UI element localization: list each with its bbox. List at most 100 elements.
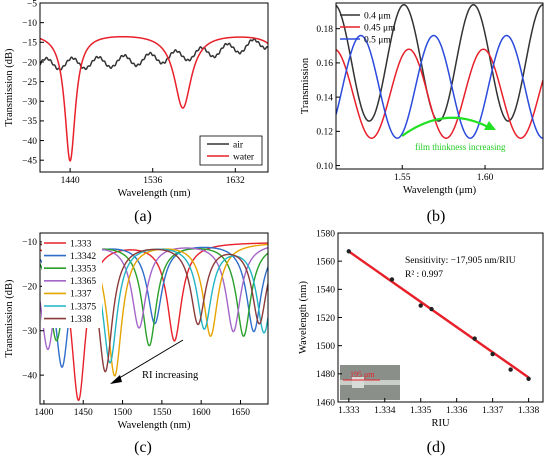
data-point: [526, 376, 531, 381]
x-axis-label: Wavelength (nm): [118, 420, 191, 431]
plot-area: [346, 249, 531, 381]
y-tick-label: 0.14: [316, 93, 333, 103]
data-point: [418, 303, 423, 308]
y-tick-label: 1560: [316, 257, 335, 267]
x-tick-label: 1440: [61, 176, 80, 186]
x-tick-label: 1600: [192, 408, 211, 418]
legend: 0.4 μm 0.45 μm 0.5 μm: [340, 11, 396, 45]
legend-background: [42, 236, 102, 328]
x-tick-label: 1536: [143, 176, 162, 186]
caption-c: (c): [134, 439, 152, 456]
plot-frame: [335, 2, 544, 170]
y-tick-label: −40: [22, 371, 37, 381]
x-tick-label: 1.333: [338, 406, 360, 416]
y-tick-label: −5: [27, 0, 37, 9]
x-tick-label: 1.334: [374, 406, 396, 416]
arrow-curve: [401, 116, 491, 137]
arrow-head: [110, 375, 122, 384]
annotation-text: RI increasing: [142, 370, 199, 381]
caption-a: (a): [134, 208, 152, 225]
legend: 1.333 1.3342 1.3353 1.3365 1.337 1.3375 1.338: [44, 239, 96, 325]
x-tick-label: 1.336: [446, 406, 468, 416]
series-line-1.333: [40, 242, 268, 402]
data-point: [490, 351, 495, 357]
y-tick-label: 0.18: [316, 25, 333, 35]
panel-b: 1.55 1.60 0.10 0.12 0.14 0.16 0.18 Wavelength (…: [300, 2, 544, 196]
y-tick-label: −30: [22, 327, 37, 337]
series-line-0.5 μm: [336, 34, 543, 139]
y-tick-label: 0.16: [316, 59, 333, 69]
data-point: [346, 249, 351, 254]
plot-frame: [39, 232, 269, 405]
annotation-arrow: [110, 339, 184, 384]
series-line-0.4 μm: [336, 3, 543, 122]
inset-photo: 195 μm: [340, 365, 400, 400]
panel-a: 1440 1536 1632 −45 −40 −35 −30 −25 −20 −15 −10 −5 Wa…: [4, 0, 269, 199]
y-tick-label: 1540: [316, 286, 335, 296]
data-point: [389, 277, 395, 282]
y-tick-label: 0.12: [316, 128, 333, 138]
y-tick-label: 0.10: [316, 162, 333, 172]
y-axis-label: Wavelength (nm): [298, 281, 309, 354]
y-tick-label: −30: [22, 98, 37, 108]
legend-label: water: [233, 152, 255, 162]
x-tick-label: 1400: [34, 408, 53, 418]
arrow-head: [484, 121, 496, 130]
inset-fiber: [340, 380, 400, 385]
x-tick-label: 1650: [231, 408, 250, 418]
fit-line: [348, 250, 530, 379]
inset-taper: [352, 377, 364, 388]
annotation-sensitivity: Sensitivity: −17,905 nm/RIU: [405, 256, 516, 266]
y-tick-label: 1520: [316, 314, 335, 324]
legend-box: [199, 135, 263, 166]
y-tick-label: −20: [22, 283, 37, 293]
legend-label: 1.3342: [70, 252, 96, 262]
legend-label: 1.3375: [70, 302, 96, 312]
annotation-arrow: [401, 116, 496, 137]
y-axis-label: Transmission (dB): [4, 279, 15, 358]
x-tick-label: 1.338: [518, 406, 540, 416]
legend-label: air: [233, 140, 244, 150]
panel-c: 1400 1450 1500 1550 1600 1650 −40 −30 −20 −10 Wave…: [4, 232, 269, 431]
series-line-air: [40, 37, 268, 71]
plot-area: [336, 3, 543, 139]
inset-scale-label: 195 μm: [350, 370, 375, 379]
legend-label: 0.45 μm: [364, 23, 396, 33]
annotation-r2: R² : 0.997: [405, 270, 443, 280]
y-tick-label: −45: [22, 157, 37, 167]
annotation-text: film thinkness increasing: [415, 142, 506, 152]
y-tick-label: −10: [22, 19, 37, 29]
legend-label: 1.337: [70, 290, 92, 300]
data-point: [429, 306, 434, 312]
series-line-0.45 μm: [336, 48, 543, 139]
data-point: [508, 367, 513, 372]
caption-b: (b): [427, 208, 446, 225]
legend-label: 0.5 μm: [364, 35, 391, 45]
x-axis-label: Wavelength (μm): [403, 185, 477, 196]
x-tick-label: 1.60: [477, 173, 494, 183]
caption-d: (d): [427, 439, 446, 456]
series-line-water: [40, 35, 268, 162]
x-tick-label: 1450: [74, 408, 93, 418]
arrow-line: [115, 339, 184, 381]
y-tick-label: 1460: [316, 398, 335, 408]
y-tick-label: 1580: [316, 229, 335, 239]
plot-area: [40, 35, 268, 162]
legend-label: 1.338: [70, 315, 92, 325]
x-tick-label: 1.337: [482, 406, 504, 416]
x-axis-label: RIU: [431, 418, 450, 429]
y-tick-label: −20: [22, 58, 37, 68]
legend-label: 1.333: [70, 239, 92, 249]
y-tick-label: 1480: [316, 370, 335, 380]
data-point: [472, 336, 477, 341]
y-axis-label: Transmission: [300, 57, 311, 114]
y-tick-label: −35: [22, 117, 37, 127]
legend: air water: [199, 135, 263, 166]
x-tick-label: 1500: [113, 408, 132, 418]
legend-label: 1.3353: [70, 265, 96, 275]
legend-label: 0.4 μm: [364, 11, 391, 21]
legend-label: 1.3365: [70, 277, 96, 287]
x-tick-label: 1550: [152, 408, 171, 418]
x-axis-label: Wavelength (nm): [118, 188, 191, 199]
